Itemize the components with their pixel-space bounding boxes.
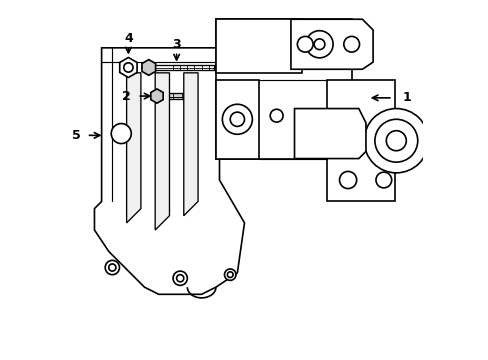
Circle shape: [364, 109, 427, 173]
Text: 4: 4: [124, 32, 133, 45]
Circle shape: [270, 109, 283, 122]
Circle shape: [224, 269, 235, 280]
Circle shape: [222, 104, 252, 134]
Circle shape: [375, 172, 391, 188]
Polygon shape: [290, 19, 372, 69]
Polygon shape: [216, 80, 258, 158]
Circle shape: [105, 260, 119, 275]
Polygon shape: [294, 109, 365, 158]
Text: 1: 1: [402, 91, 410, 104]
Polygon shape: [120, 58, 137, 77]
Polygon shape: [216, 19, 351, 158]
Polygon shape: [94, 48, 244, 294]
Circle shape: [173, 271, 187, 285]
Text: 5: 5: [72, 129, 81, 142]
Polygon shape: [216, 19, 301, 73]
Circle shape: [339, 171, 356, 189]
Polygon shape: [183, 73, 198, 216]
Polygon shape: [142, 60, 155, 75]
Circle shape: [297, 36, 312, 52]
Polygon shape: [150, 89, 163, 103]
Polygon shape: [126, 73, 141, 223]
Text: 3: 3: [172, 39, 181, 51]
Circle shape: [111, 123, 131, 144]
Polygon shape: [326, 80, 394, 202]
Circle shape: [297, 22, 341, 66]
Polygon shape: [155, 73, 169, 230]
Text: 2: 2: [122, 90, 131, 103]
Circle shape: [343, 36, 359, 52]
